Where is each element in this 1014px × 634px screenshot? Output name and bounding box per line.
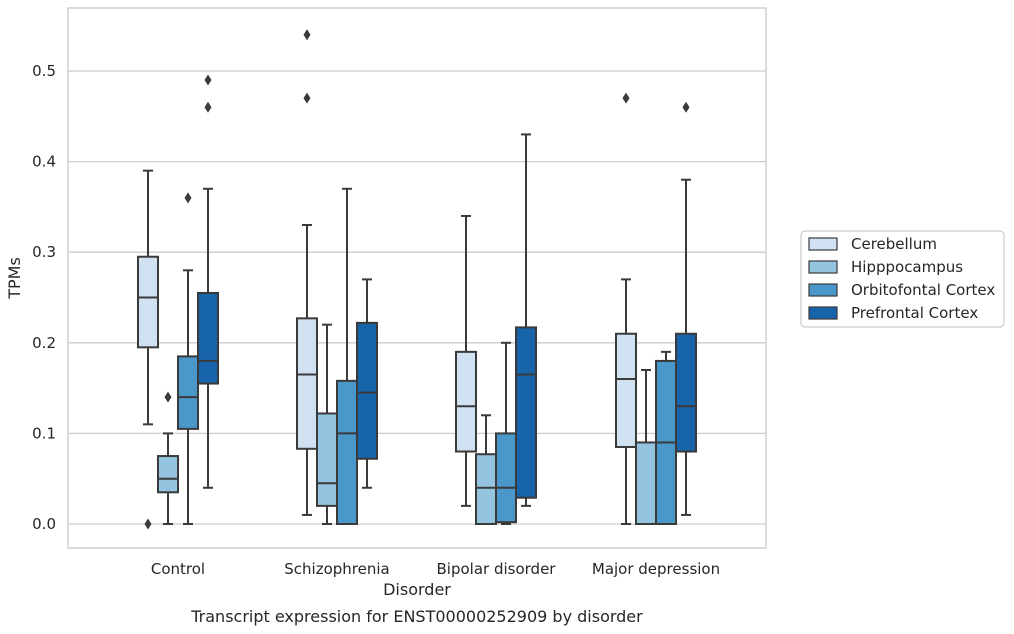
- x-axis-label: Disorder: [383, 580, 451, 599]
- outlier-point: [303, 29, 311, 41]
- iqr-box: [137, 255, 159, 349]
- x-tick-label: Schizophrenia: [284, 560, 389, 578]
- box-cerebellum: [615, 92, 637, 525]
- box-hipppocampus: [475, 414, 497, 526]
- legend-label: Prefrontal Cortex: [851, 304, 978, 322]
- box-prefrontal-cortex: [197, 74, 219, 489]
- y-axis-label: TPMs: [5, 257, 24, 300]
- legend: Cerebellum Hipppocampus Orbitofontal Corte…: [800, 230, 1005, 328]
- iqr-box: [515, 326, 537, 499]
- legend-label: Hipppocampus: [851, 258, 963, 276]
- legend-swatch: [808, 237, 838, 251]
- chart-caption: Transcript expression for ENST0000025290…: [190, 607, 643, 626]
- legend-label: Cerebellum: [851, 235, 937, 253]
- iqr-box: [157, 455, 179, 494]
- box-orbitofontal-cortex: [336, 187, 358, 525]
- outlier-point: [204, 74, 212, 86]
- outlier-point: [682, 101, 690, 113]
- outlier-point: [204, 101, 212, 113]
- iqr-box: [177, 355, 199, 430]
- legend-frame: [800, 230, 1005, 328]
- x-tick-label: Major depression: [592, 560, 720, 578]
- iqr-box: [455, 350, 477, 453]
- y-tick-label: 0.4: [32, 153, 56, 171]
- box-orbitofontal-cortex: [177, 192, 199, 525]
- box-prefrontal-cortex: [675, 101, 697, 516]
- legend-swatch: [808, 260, 838, 274]
- box-prefrontal-cortex: [356, 278, 378, 489]
- iqr-box: [675, 332, 697, 453]
- box-cerebellum: [296, 29, 318, 516]
- box-prefrontal-cortex: [515, 133, 537, 507]
- box-cerebellum: [137, 169, 159, 530]
- legend-swatch: [808, 283, 838, 297]
- outlier-point: [303, 92, 311, 104]
- iqr-box: [615, 332, 637, 448]
- y-tick-label: 0.1: [32, 424, 56, 442]
- iqr-box: [475, 453, 497, 526]
- x-tick-label: Bipolar disorder: [437, 560, 557, 578]
- box-hipppocampus: [157, 391, 179, 525]
- box-orbitofontal-cortex: [495, 341, 517, 525]
- y-tick-label: 0.0: [32, 515, 56, 533]
- x-tick-label: Control: [151, 560, 205, 578]
- outlier-point: [184, 192, 192, 204]
- plot-frame: [67, 7, 767, 549]
- outlier-point: [164, 391, 172, 403]
- box-cerebellum: [455, 214, 477, 507]
- iqr-box: [356, 321, 378, 460]
- x-axis-ticks: Control Schizophrenia Bipolar disorder Majo…: [151, 560, 720, 578]
- box-hipppocampus: [635, 368, 657, 525]
- box-plot-marks: [137, 29, 697, 530]
- iqr-box: [495, 432, 517, 524]
- y-tick-label: 0.2: [32, 334, 56, 352]
- legend-label: Orbitofontal Cortex: [851, 281, 995, 299]
- iqr-box: [635, 441, 657, 525]
- iqr-box: [296, 317, 318, 450]
- iqr-box: [316, 412, 338, 507]
- y-tick-label: 0.5: [32, 62, 56, 80]
- box-orbitofontal-cortex: [655, 350, 677, 526]
- iqr-box: [336, 379, 358, 525]
- box-hipppocampus: [316, 323, 338, 525]
- y-axis-ticks: 0.0 0.1 0.2 0.3 0.4 0.5: [32, 62, 56, 533]
- outlier-point: [144, 518, 152, 530]
- legend-swatch: [808, 306, 838, 320]
- outlier-point: [622, 92, 630, 104]
- y-tick-label: 0.3: [32, 243, 56, 261]
- iqr-box: [197, 291, 219, 385]
